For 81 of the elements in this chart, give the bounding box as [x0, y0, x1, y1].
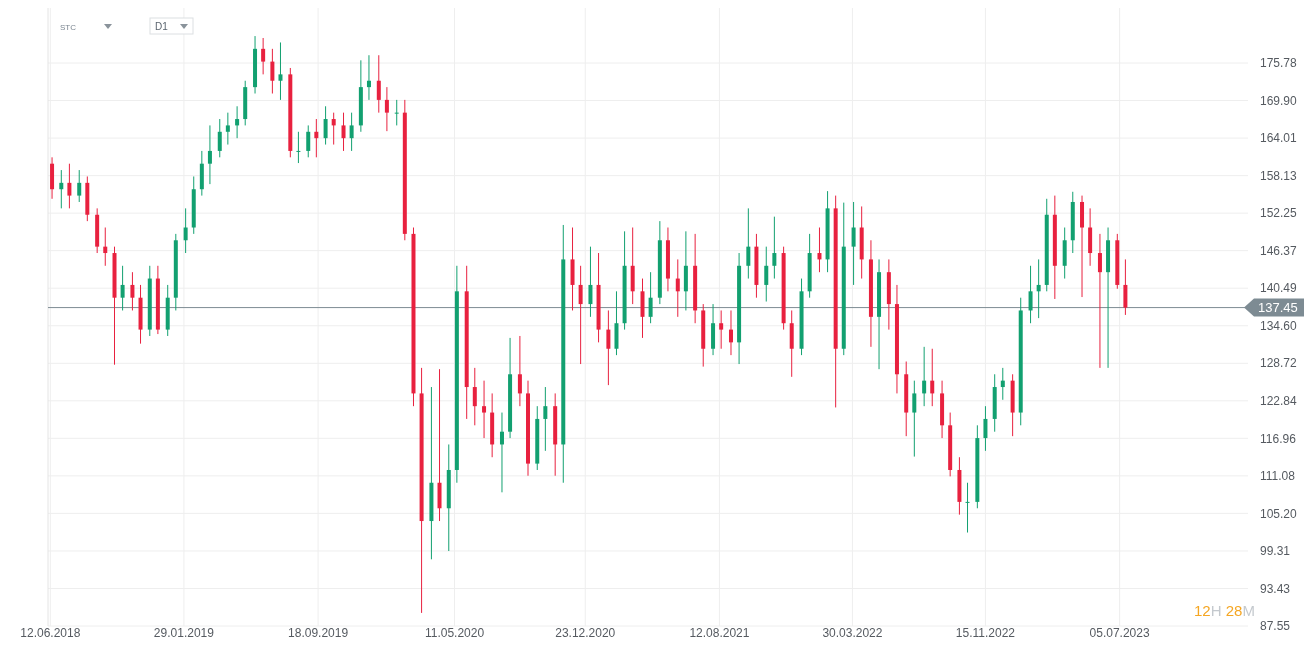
candlestick — [323, 105, 328, 146]
candlestick — [384, 86, 389, 132]
candlestick — [235, 105, 240, 139]
candlestick — [183, 207, 188, 254]
y-tick-label: 158.13 — [1260, 168, 1298, 183]
candlestick — [472, 367, 477, 426]
y-tick-label: 87.55 — [1260, 619, 1291, 634]
candlestick — [930, 348, 935, 407]
candlestick — [588, 246, 593, 318]
y-tick-label: 99.31 — [1260, 544, 1291, 559]
candlestick — [772, 216, 777, 280]
y-tick-label: 116.96 — [1260, 431, 1297, 446]
candlestick — [349, 112, 354, 152]
candlestick — [543, 386, 548, 452]
candlestick — [719, 309, 724, 350]
candlestick — [331, 112, 336, 146]
y-tick-label: 169.90 — [1260, 93, 1298, 108]
candlestick — [499, 412, 504, 493]
candlestick — [67, 163, 72, 209]
candlestick — [207, 124, 212, 185]
candlestick — [103, 227, 108, 267]
annotation: STC — [60, 23, 77, 32]
y-tick-label: 175.78 — [1260, 56, 1298, 71]
y-tick-label: 134.60 — [1260, 318, 1298, 333]
candlestick — [77, 169, 82, 203]
candlestick — [648, 271, 653, 324]
candlestick — [764, 246, 769, 303]
candlestick — [1123, 258, 1128, 316]
candlestick — [225, 112, 230, 146]
y-tick-label: 146.37 — [1260, 243, 1298, 258]
candlestick — [606, 309, 611, 386]
candlestick — [341, 112, 346, 152]
candlestick — [675, 258, 680, 318]
candlestick — [130, 271, 135, 311]
x-tick-label: 23.12.2020 — [555, 626, 616, 640]
candlestick — [851, 201, 856, 286]
y-tick-label: 122.84 — [1260, 394, 1298, 409]
candlestick — [912, 380, 917, 458]
candlestick — [922, 346, 927, 407]
annotation: 12H 28M — [1194, 602, 1255, 619]
candlestick — [376, 54, 381, 114]
candlestick — [366, 54, 371, 101]
candlestick — [394, 99, 399, 126]
y-tick-label: 152.25 — [1260, 206, 1298, 221]
candlestick — [270, 48, 275, 95]
annotation: D1 — [155, 21, 169, 32]
y-tick-label: 105.20 — [1260, 506, 1298, 521]
ref-line-label: 137.45 — [1258, 300, 1298, 316]
candlestick — [1036, 258, 1041, 319]
candlestick — [1097, 233, 1102, 369]
y-tick-label: 111.08 — [1260, 469, 1296, 484]
candlestick — [746, 207, 751, 280]
y-tick-label: 164.01 — [1260, 131, 1298, 146]
y-tick-label: 140.49 — [1260, 281, 1298, 296]
candlestick — [517, 335, 522, 407]
candlestick — [728, 309, 733, 356]
candlestick — [983, 405, 988, 452]
candlestick — [578, 265, 583, 365]
x-tick-label: 12.06.2018 — [20, 626, 81, 640]
y-tick-label: 93.43 — [1260, 581, 1291, 596]
candlestick — [817, 227, 822, 273]
y-tick-label: 128.72 — [1260, 356, 1298, 371]
candlestick — [296, 131, 301, 164]
candlestick — [965, 482, 970, 534]
x-tick-label: 30.03.2022 — [822, 626, 883, 640]
x-tick-label: 29.01.2019 — [153, 626, 215, 640]
candlestick — [217, 118, 222, 158]
x-tick-label: 15.11.2022 — [955, 626, 1016, 640]
candlestick — [1000, 367, 1005, 401]
x-tick-label: 11.05.2020 — [424, 626, 485, 640]
x-tick-label: 12.08.2021 — [689, 626, 750, 640]
candlestick — [59, 169, 64, 209]
candlestick — [314, 118, 319, 158]
candlestick — [120, 265, 125, 311]
candlestick — [482, 380, 487, 439]
x-tick-label: 18.09.2019 — [288, 626, 349, 640]
candlestick — [261, 37, 266, 75]
candlestick — [306, 124, 311, 158]
candlestick — [1028, 265, 1033, 324]
candlestick — [278, 41, 283, 101]
x-tick-label: 05.07.2023 — [1089, 626, 1150, 640]
